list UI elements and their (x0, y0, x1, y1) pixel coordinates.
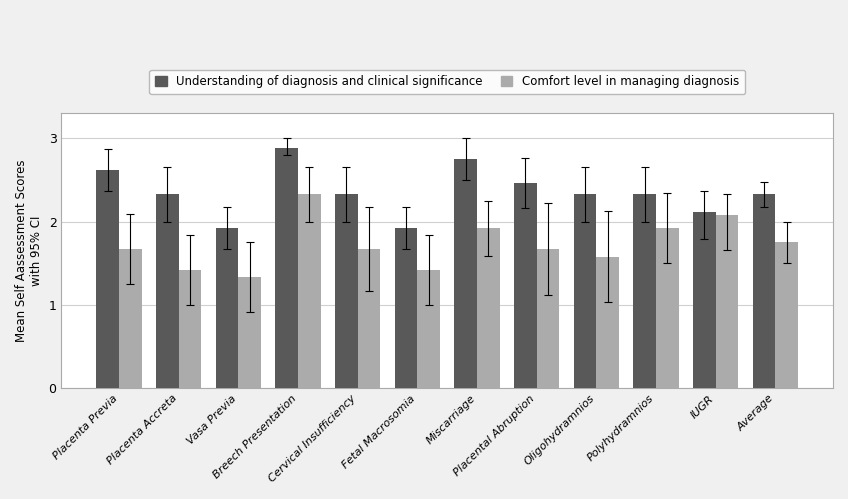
Legend: Understanding of diagnosis and clinical significance, Comfort level in managing : Understanding of diagnosis and clinical … (149, 69, 745, 94)
Bar (656, 228, 678, 388)
Bar (752, 194, 775, 388)
Bar (477, 228, 499, 388)
Bar (573, 194, 596, 388)
Bar (358, 249, 381, 388)
Y-axis label: Mean Self Aassessment Scores
with 95% CI: Mean Self Aassessment Scores with 95% CI (15, 160, 43, 342)
Bar (238, 277, 261, 388)
Bar (716, 215, 739, 388)
Bar (276, 148, 298, 388)
Bar (298, 194, 321, 388)
Bar (120, 249, 142, 388)
Bar (596, 256, 619, 388)
Bar (775, 243, 798, 388)
Bar (455, 159, 477, 388)
Bar (514, 183, 537, 388)
Bar (537, 249, 560, 388)
Bar (156, 194, 179, 388)
Bar (97, 170, 120, 388)
Bar (417, 270, 440, 388)
Bar (335, 194, 358, 388)
Bar (633, 194, 656, 388)
Bar (394, 228, 417, 388)
Bar (179, 270, 202, 388)
Bar (693, 212, 716, 388)
Bar (215, 228, 238, 388)
